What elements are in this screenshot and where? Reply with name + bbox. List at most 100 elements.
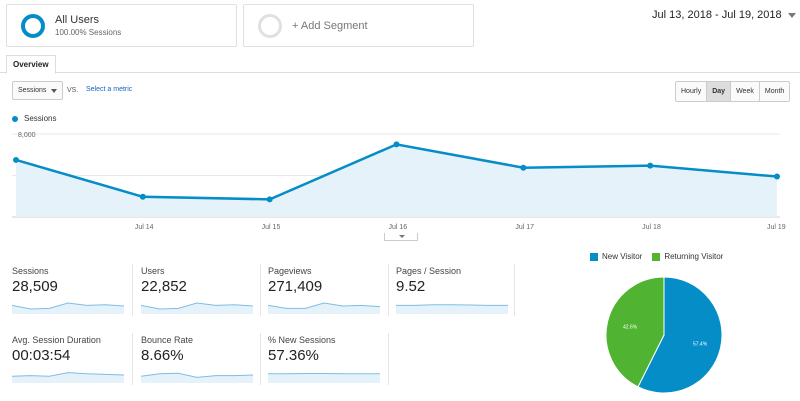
metric-value: 57.36% — [268, 347, 319, 364]
sparkline-line — [268, 302, 380, 309]
metric-card-sessions[interactable]: Sessions 28,509 — [12, 266, 132, 314]
metric-card-bounce-rate[interactable]: Bounce Rate 8.66% — [141, 335, 261, 383]
divider — [388, 264, 389, 316]
chart-legend: Sessions — [12, 114, 56, 123]
x-tick-label: Jul 18 — [642, 224, 661, 231]
metric-select-value: Sessions — [18, 87, 47, 94]
sessions-data-point — [647, 162, 654, 169]
pie-legend-item-returning: Returning Visitor — [652, 252, 723, 261]
divider — [260, 333, 261, 385]
pie-legend: New Visitor Returning Visitor — [590, 252, 723, 261]
visitor-pie-chart: 57.4% 42.6% — [605, 276, 723, 394]
select-metric-link[interactable]: Select a metric — [86, 86, 133, 93]
sessions-data-point — [139, 193, 146, 200]
sparkline-fill — [396, 304, 508, 314]
metric-label: Avg. Session Duration — [12, 335, 101, 345]
y-tick-label: 8,000 — [18, 132, 36, 139]
metric-label: Users — [141, 266, 165, 276]
sparkline-line — [141, 372, 253, 378]
segment-title: All Users — [55, 14, 100, 26]
metric-label: % New Sessions — [268, 335, 336, 345]
tab-overview[interactable]: Overview — [6, 55, 56, 74]
sparkline-line — [12, 302, 124, 310]
segment-subtitle: 100.00% Sessions — [55, 28, 122, 37]
metric-select[interactable]: Sessions — [12, 81, 63, 100]
metric-card-avg-session-duration[interactable]: Avg. Session Duration 00:03:54 — [12, 335, 132, 383]
sessions-data-point — [520, 164, 527, 171]
granularity-day-button[interactable]: Day — [706, 82, 731, 101]
metric-value: 8.66% — [141, 347, 184, 364]
chevron-down-icon — [399, 235, 405, 238]
metric-sparkline — [12, 372, 124, 383]
metric-sparkline — [268, 302, 380, 314]
add-segment-ring-icon — [258, 13, 282, 38]
date-range-picker[interactable]: Jul 13, 2018 - Jul 19, 2018 — [652, 9, 796, 21]
sparkline-line — [396, 304, 508, 306]
metric-value: 22,852 — [141, 278, 187, 295]
sparkline-fill — [268, 373, 380, 383]
chart-collapse-handle[interactable] — [384, 233, 418, 241]
x-tick-label: Jul 19 — [767, 224, 786, 231]
sessions-data-point — [13, 156, 19, 163]
sparkline-fill — [141, 373, 253, 383]
legend-swatch-icon — [590, 252, 598, 261]
x-tick-label: Jul 17 — [515, 224, 534, 231]
sessions-data-point — [266, 196, 273, 203]
metric-sparkline — [12, 302, 124, 314]
x-tick-label: Jul 16 — [389, 224, 408, 231]
metric-card-users[interactable]: Users 22,852 — [141, 266, 261, 314]
metric-value: 28,509 — [12, 278, 58, 295]
legend-swatch-icon — [652, 252, 661, 261]
add-segment-button[interactable]: + Add Segment — [243, 4, 474, 47]
divider — [132, 264, 133, 316]
sparkline-fill — [12, 372, 124, 383]
pie-slice-label: 57.4% — [693, 341, 708, 347]
sessions-data-point — [774, 173, 780, 180]
sparkline-fill — [141, 303, 253, 314]
granularity-toggle: Hourly Day Week Month — [675, 81, 791, 102]
granularity-week-button[interactable]: Week — [730, 82, 759, 101]
pie-slice-label: 42.6% — [623, 325, 638, 331]
granularity-hourly-button[interactable]: Hourly — [676, 82, 707, 101]
tab-bar: Overview — [0, 55, 800, 74]
metric-label: Sessions — [12, 266, 49, 276]
metric-sparkline — [268, 373, 380, 383]
pie-slice — [605, 276, 665, 388]
vs-label: VS. — [67, 87, 79, 94]
metric-card-new-sessions[interactable]: % New Sessions 57.36% — [268, 335, 388, 383]
chevron-down-icon — [787, 12, 796, 18]
legend-dot-icon — [12, 115, 18, 122]
date-range-label: Jul 13, 2018 - Jul 19, 2018 — [652, 9, 782, 21]
metric-card-pageviews[interactable]: Pageviews 271,409 — [268, 266, 388, 314]
metric-card-pages-per-session[interactable]: Pages / Session 9.52 — [396, 266, 516, 314]
sessions-data-point — [393, 141, 400, 148]
sessions-area-fill — [16, 144, 777, 217]
sparkline-fill — [12, 303, 124, 314]
metric-value: 00:03:54 — [12, 347, 71, 364]
chevron-down-icon — [51, 89, 57, 93]
divider — [260, 264, 261, 316]
divider — [388, 333, 389, 385]
granularity-month-button[interactable]: Month — [758, 82, 790, 101]
sparkline-line — [12, 372, 124, 377]
metric-label: Pages / Session — [396, 266, 462, 276]
x-tick-label: Jul 15 — [262, 224, 281, 231]
divider — [132, 333, 133, 385]
sparkline-line — [141, 302, 253, 310]
metric-value: 9.52 — [396, 278, 426, 295]
pie-legend-label: New Visitor — [602, 252, 643, 261]
add-segment-label: + Add Segment — [292, 19, 368, 32]
metric-sparkline — [141, 302, 253, 314]
metric-sparkline — [141, 372, 253, 383]
divider — [514, 264, 515, 316]
metric-sparkline — [396, 304, 508, 314]
metric-label: Bounce Rate — [141, 335, 194, 345]
x-tick-label: Jul 14 — [135, 224, 154, 231]
pie-legend-label: Returning Visitor — [664, 252, 724, 261]
metric-label: Pageviews — [268, 266, 312, 276]
segment-ring-icon — [21, 13, 45, 38]
all-users-segment[interactable]: All Users 100.00% Sessions — [6, 4, 237, 47]
legend-sessions-label: Sessions — [24, 114, 57, 123]
pie-legend-item-new: New Visitor — [590, 252, 642, 261]
